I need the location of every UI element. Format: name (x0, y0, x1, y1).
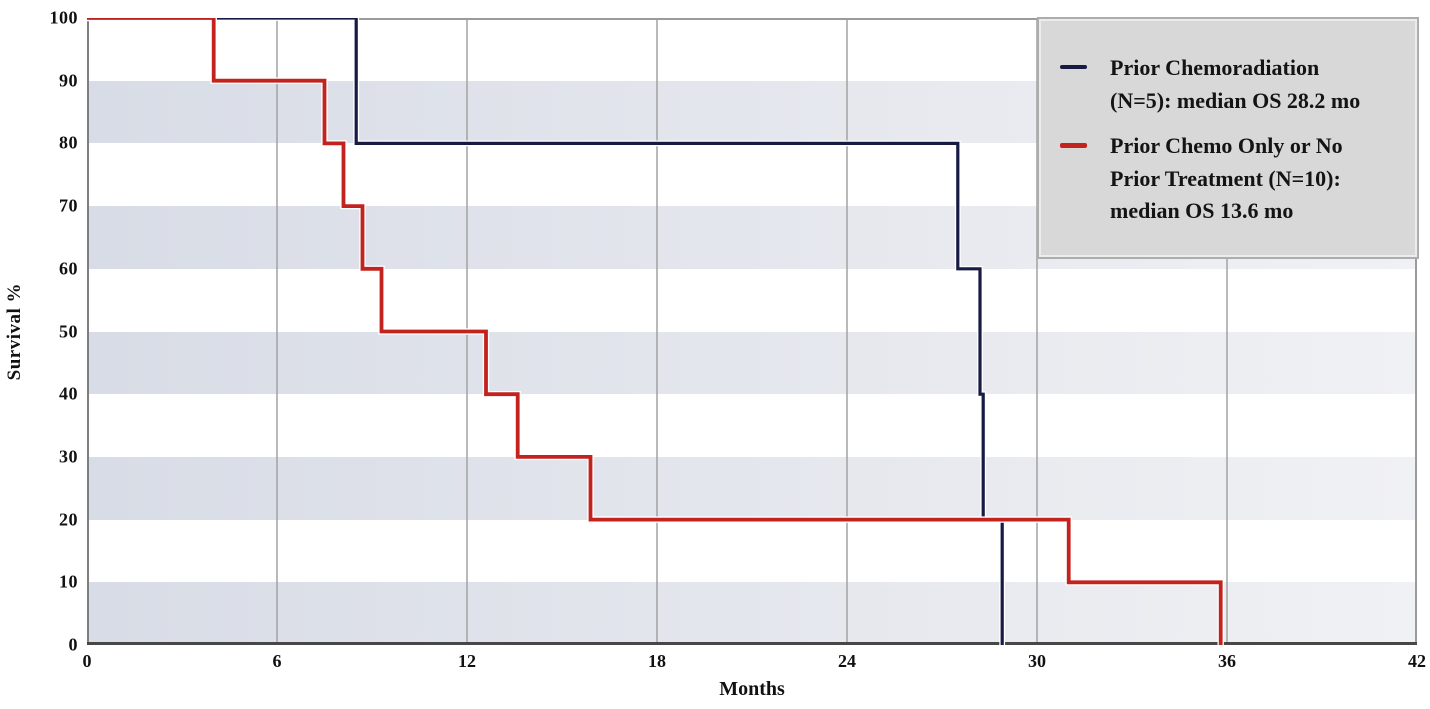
x-axis-ticks: 0 6 12 18 24 30 36 42 (83, 651, 1427, 675)
stripe-band (87, 582, 1417, 645)
x-tick-label: 0 (82, 651, 92, 671)
legend-item-chemoradiation: Prior Chemoradiation (N=5): median OS 28… (1060, 52, 1401, 117)
legend-item-chemo-only: Prior Chemo Only or No Prior Treatment (… (1060, 130, 1401, 228)
x-tick-label: 6 (272, 651, 282, 671)
y-tick-label: 70 (59, 195, 78, 216)
legend-label-line: median OS 13.6 mo (1110, 198, 1294, 223)
legend: Prior Chemoradiation (N=5): median OS 28… (1037, 17, 1419, 259)
legend-label-line: Prior Chemoradiation (1110, 55, 1320, 80)
y-tick-label: 60 (59, 258, 78, 279)
y-tick-label: 100 (49, 7, 78, 28)
x-tick-label: 36 (1218, 651, 1236, 671)
y-tick-label: 20 (59, 509, 78, 530)
plot-svg (87, 18, 1417, 645)
y-tick-label: 80 (59, 132, 78, 153)
legend-label-line: (N=5): median OS 28.2 mo (1110, 87, 1361, 113)
legend-label-chemoradiation: Prior Chemoradiation (N=5): median OS 28… (1110, 52, 1360, 117)
x-tick-label: 12 (458, 651, 476, 671)
y-tick-label: 0 (68, 634, 78, 655)
x-axis-title: Months (719, 678, 785, 700)
y-tick-label: 50 (59, 321, 78, 341)
x-tick-label: 30 (1028, 651, 1046, 671)
stripe-band (87, 456, 1417, 520)
x-tick-label: 18 (648, 651, 666, 671)
survival-curve-chemoradiation (87, 18, 1004, 645)
x-tick-label: 42 (1408, 651, 1426, 671)
legend-label-chemo-only: Prior Chemo Only or No Prior Treatment (… (1110, 130, 1343, 228)
legend-line-swatch-navy (1060, 65, 1087, 69)
y-tick-label: 40 (59, 383, 78, 404)
survival-curve-chemo-only (87, 18, 1223, 645)
legend-label-line: Prior Chemo Only or No (1110, 133, 1343, 158)
legend-line-swatch-red (1060, 143, 1087, 148)
legend-label-line: Prior Treatment (N=10): (1110, 165, 1341, 191)
y-tick-label: 30 (59, 446, 78, 467)
y-axis-ticks: 0 10 20 30 40 50 60 70 80 90 100 (8, 0, 78, 709)
y-tick-label: 90 (59, 70, 78, 91)
x-tick-label: 24 (838, 651, 856, 671)
y-tick-label: 10 (59, 571, 78, 592)
stripe-band (87, 331, 1417, 395)
survival-curve-chemoradiation-casing (87, 18, 1006, 645)
